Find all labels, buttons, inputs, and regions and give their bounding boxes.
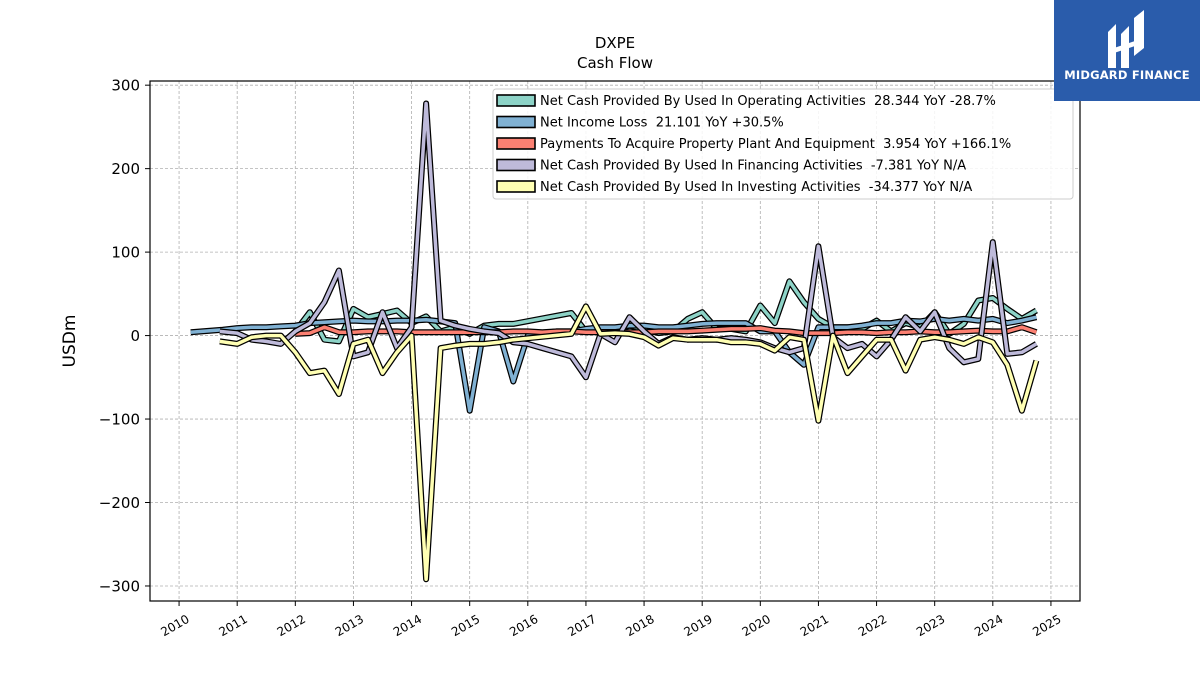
legend-swatch-2 (496, 137, 536, 150)
chart-subtitle: Cash Flow (577, 54, 653, 72)
y-axis-label: USDm (60, 315, 80, 368)
brand-mark-icon (1108, 10, 1144, 68)
y-tick-label: 300 (111, 77, 140, 95)
x-tick-label: 2011 (216, 612, 249, 639)
x-axis: 2010 2011 2012 2013 2014 2015 2016 2017 2018 2019… (158, 601, 1064, 639)
x-tick-label: 2023 (914, 612, 947, 639)
x-tick-label: 2012 (275, 612, 308, 639)
x-tick-label: 2015 (449, 612, 482, 639)
x-tick-label: 2014 (391, 612, 424, 639)
x-tick-label: 2021 (798, 612, 831, 639)
series-line-2 (295, 325, 1037, 336)
x-tick-label: 2019 (681, 612, 714, 639)
series-line-3 (219, 101, 1038, 380)
legend-label-0: Net Cash Provided By Used In Operating A… (540, 94, 996, 109)
plot-frame (149, 80, 1081, 602)
brand-name: MIDGARD FINANCE (1064, 68, 1190, 82)
legend-swatch-4 (496, 180, 536, 193)
legend-swatch-0 (496, 94, 536, 107)
series-lines (190, 100, 1040, 583)
y-tick-label: 0 (130, 327, 140, 345)
y-tick-label: −300 (99, 577, 140, 595)
midgard-finance-logo: MIDGARD FINANCE (1054, 0, 1200, 101)
x-tick-label: 2025 (1030, 612, 1063, 639)
chart-title: DXPE (595, 34, 635, 52)
legend-swatch-1 (496, 115, 536, 129)
series-line-4 (219, 304, 1039, 582)
x-tick-label: 2010 (158, 612, 191, 639)
x-tick-label: 2013 (333, 612, 366, 639)
legend-label-2: Payments To Acquire Property Plant And E… (540, 137, 1011, 152)
x-tick-label: 2016 (507, 612, 540, 639)
legend-label-4: Net Cash Provided By Used In Investing A… (540, 180, 972, 195)
y-tick-label: −100 (99, 411, 140, 429)
legend-swatch-3 (496, 158, 536, 172)
y-tick-label: 100 (111, 244, 140, 262)
y-axis: −300 −200 −100 0 100 200 300 (99, 77, 150, 595)
legend-label-1: Net Income Loss 21.101 YoY +30.5% (540, 116, 784, 131)
x-tick-label: 2018 (623, 612, 656, 639)
legend-box (492, 88, 1074, 200)
legend-label-3: Net Cash Provided By Used In Financing A… (540, 159, 966, 174)
y-tick-label: −200 (99, 494, 140, 512)
legend: Net Cash Provided By Used In Operating A… (492, 88, 1074, 200)
x-tick-label: 2017 (565, 612, 598, 639)
series-outline-4 (219, 303, 1040, 583)
y-tick-label: 200 (111, 160, 140, 178)
x-tick-label: 2024 (972, 612, 1005, 639)
x-tick-label: 2020 (740, 612, 773, 639)
x-tick-label: 2022 (856, 612, 889, 639)
